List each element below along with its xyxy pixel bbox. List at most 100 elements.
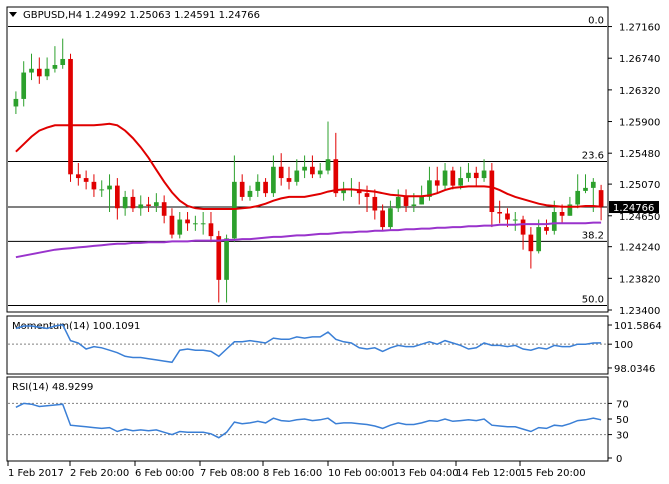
last-price-tag-label: 1.24766 [613,203,654,214]
price-tick-label: 1.24650 [619,212,660,223]
price-tick-label: 1.23400 [619,306,660,317]
price-tick-label: 1.25070 [619,180,660,191]
last-price-tag: 1.24766 [609,201,659,214]
candle-body [130,196,136,209]
price-panel-frame [6,6,609,313]
candle-body [286,178,292,182]
symbol-label: GBPUSD,H4 [23,10,82,21]
candle-body [83,178,89,182]
candle-body [44,68,50,77]
candle-body [364,193,370,197]
candle-body [161,202,167,216]
candle-body [536,227,542,252]
candle-body [302,166,307,171]
fib-level-label: 0.0 [588,16,604,27]
candle-body [185,219,190,224]
momentum-indicator: Momentum(14) 100.1091 101.5864 100 98.0346 [8,321,662,375]
rsi-title: RSI(14) 48.9299 [12,382,93,393]
candle-body [497,212,503,214]
candle-body [598,190,604,207]
candle-body [278,166,284,179]
candle-body [403,196,409,206]
candle-body [13,98,19,107]
x-axis: 1 Feb 2017 2 Feb 20:00 6 Feb 00:00 7 Feb 08… [7,461,586,479]
price-tick-label: 1.27160 [619,23,660,34]
candle-body [138,204,144,209]
candle-body [200,223,206,225]
ohlc-readout: 1.24992 1.25063 1.24591 1.24766 [85,10,260,21]
fib-level-label: 23.6 [582,150,604,161]
candle-body [325,159,331,171]
candle-body [395,196,401,209]
moving-averages [15,122,602,259]
candle-body [114,185,120,209]
candle-body [411,204,417,206]
x-tick-label: 6 Feb 00:00 [135,468,194,479]
last-price-tag-bg [609,201,659,214]
candle-body [473,172,479,179]
fib-level-label: 38.2 [582,230,604,241]
rsi-line [15,402,602,439]
candle-body [310,166,315,175]
candle-body [466,172,471,179]
rsi-tick-label: 0 [616,454,622,465]
candle-body [36,68,42,77]
candle-body [154,202,159,206]
candle-body [91,181,97,190]
candle-body [505,213,510,220]
candle-body [427,180,432,197]
rsi-tick-label: 30 [616,431,629,442]
candle-body [232,181,237,239]
candle-body [247,190,253,197]
momentum-title: Momentum(14) 100.1091 [12,321,140,332]
fib-level-label: 50.0 [582,294,604,305]
candle-body [590,181,596,188]
candle-body [99,189,105,191]
x-tick-label: 7 Feb 08:00 [200,468,259,479]
candle-body [60,58,66,65]
candle-body [559,212,565,216]
candle-body [489,170,495,212]
fast-moving-average-line [15,122,602,210]
x-tick-label: 1 Feb 2017 [8,468,64,479]
x-tick-label: 2 Feb 20:00 [70,468,129,479]
candle-body [271,166,276,194]
candle-body [216,236,222,280]
candle-body [224,238,229,280]
candle-body [380,210,385,228]
candle-body [583,187,588,191]
candle-body [68,58,73,175]
price-tick-label: 1.25480 [619,149,660,160]
candle-body [567,204,573,216]
candle-body [372,196,378,211]
candle-body [75,174,81,179]
candle-body [52,65,58,69]
candle-body [263,181,268,194]
candlesticks [13,38,604,303]
price-tick-label: 1.26320 [619,86,660,97]
price-tick-label: 1.24240 [619,243,660,254]
rsi-tick-label: 50 [616,415,629,426]
candle-body [450,170,456,186]
candle-body [239,181,245,197]
candle-body [520,219,526,235]
x-tick-label: 15 Feb 20:00 [520,468,586,479]
momentum-line [15,323,602,364]
price-y-axis: 1.27160 1.26740 1.26320 1.25900 1.25480 1.250… [608,23,660,317]
candle-body [317,170,323,175]
rsi-indicator: RSI(14) 48.9299 70 50 30 0 [8,382,629,465]
candle-body [193,223,198,225]
candle-body [458,178,463,186]
candle-body [208,223,214,237]
candle-body [388,208,393,228]
x-tick-label: 13 Feb 04:00 [393,468,459,479]
candle-body [434,180,440,186]
slow-moving-average-line [15,221,602,259]
chart-header: GBPUSD,H4 1.24992 1.25063 1.24591 1.2476… [9,10,260,21]
x-tick-label: 10 Feb 00:00 [328,468,394,479]
candle-body [21,72,27,99]
candle-body [255,181,261,191]
symbol-dropdown-icon[interactable] [9,12,17,17]
candle-body [341,189,346,194]
x-tick-label: 14 Feb 12:00 [456,468,522,479]
